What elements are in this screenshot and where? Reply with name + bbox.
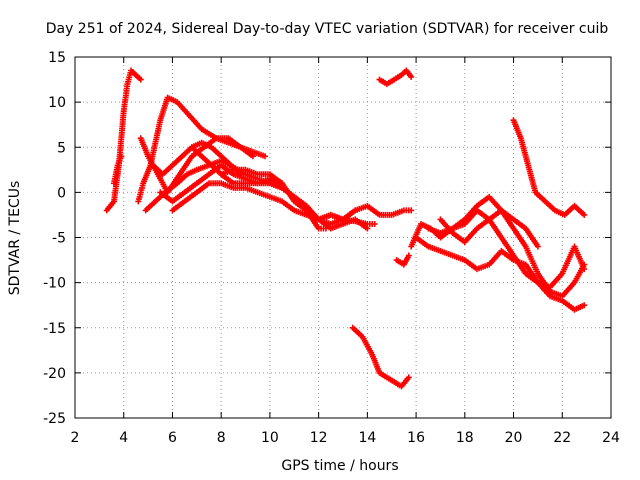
x-tick-label: 14 (358, 430, 376, 446)
x-tick-label: 12 (310, 430, 328, 446)
series-arc-17 (425, 207, 588, 291)
x-tick-label: 18 (456, 430, 474, 446)
series-arc-2 (111, 153, 125, 187)
series-arc-11 (315, 202, 415, 223)
y-tick-label: 0 (57, 185, 66, 201)
series-arc-18 (437, 207, 541, 250)
x-tick-label: 8 (217, 430, 226, 446)
x-tick-label: 10 (261, 430, 279, 446)
y-tick-label: -10 (43, 276, 66, 292)
series-arc-16 (413, 234, 588, 313)
x-tick-label: 16 (407, 430, 425, 446)
y-tick-label: -15 (43, 321, 66, 337)
series-arc-14 (393, 252, 412, 268)
x-tick-label: 22 (553, 430, 571, 446)
chart-title: Day 251 of 2024, Sidereal Day-to-day VTE… (46, 21, 609, 37)
grid-lines (75, 57, 611, 418)
y-axis-label: SDTVAR / TECUs (7, 181, 23, 296)
series-arc-10 (218, 166, 329, 232)
series-arc-19 (510, 117, 588, 218)
x-tick-label: 2 (71, 430, 80, 446)
y-tick-label: 15 (48, 50, 66, 66)
series-arc-13 (349, 324, 412, 390)
y-tick-label: -5 (52, 231, 66, 247)
y-tick-label: 10 (48, 95, 66, 111)
x-tick-label: 24 (602, 430, 620, 446)
y-tick-label: 5 (57, 140, 66, 156)
x-axis-label: GPS time / hours (281, 458, 398, 474)
data-series-group (103, 67, 588, 390)
x-tick-label: 20 (505, 430, 523, 446)
y-tick-label: -20 (43, 366, 66, 382)
x-tick-label: 6 (168, 430, 177, 446)
x-tick-label: 4 (119, 430, 128, 446)
series-arc-12 (376, 67, 415, 88)
y-tick-label: -25 (43, 411, 66, 427)
